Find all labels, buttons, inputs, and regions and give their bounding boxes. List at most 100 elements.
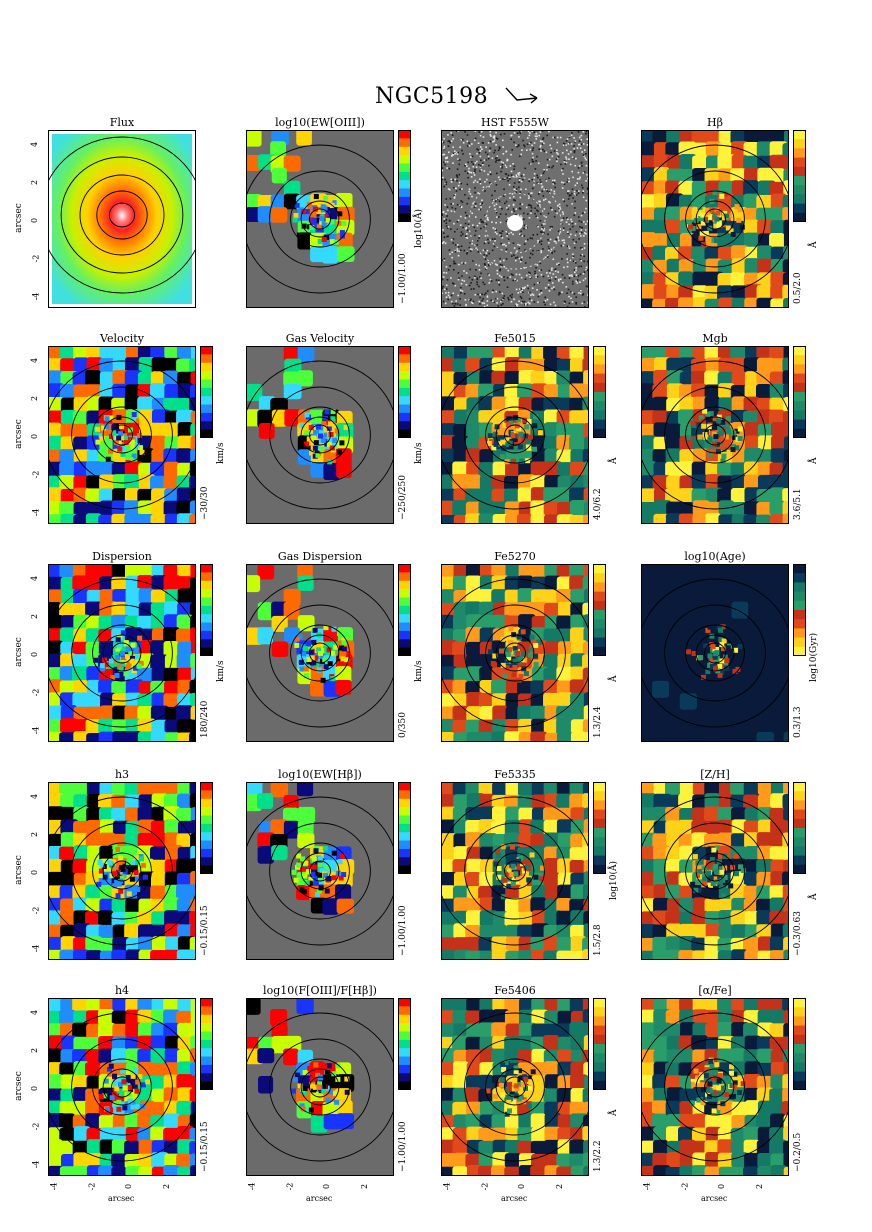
bin-tile: [756, 297, 774, 308]
hst-noise-pixel: [535, 266, 537, 269]
bin-tile: [557, 1036, 574, 1054]
center-bin: [495, 1086, 501, 1092]
bin-tile: [150, 846, 168, 864]
isophote-contour: [495, 852, 535, 890]
bin-tile: [112, 998, 130, 1012]
bin-tile: [757, 219, 775, 236]
bin-tile: [570, 627, 588, 645]
colorbar-swatch: [593, 846, 606, 857]
bin-tile: [531, 448, 549, 465]
hst-noise-pixel: [571, 188, 574, 191]
hst-noise-pixel: [493, 140, 496, 142]
bin-tile: [111, 564, 128, 581]
hst-noise-pixel: [568, 142, 571, 144]
hst-noise-pixel: [515, 303, 518, 305]
bin-tile: [717, 819, 735, 837]
bin-tile: [60, 436, 77, 453]
hst-noise-pixel: [579, 232, 581, 235]
center-bin: [727, 859, 733, 865]
hst-noise-pixel: [546, 190, 549, 192]
center-bin: [709, 436, 715, 442]
center-bin: [325, 217, 331, 223]
center-bin: [95, 426, 101, 432]
colorbar-swatch: [398, 815, 411, 825]
hst-noise-pixel: [460, 182, 463, 185]
hst-noise-pixel: [507, 174, 510, 177]
center-bin: [502, 877, 508, 883]
isophote-contour: [300, 416, 340, 454]
bin-tile: [583, 1166, 589, 1176]
bin-tile: [85, 936, 103, 952]
isophote-contour: [71, 386, 173, 484]
hst-noise-pixel: [529, 204, 531, 206]
hst-noise-pixel: [468, 144, 471, 147]
colorbar-swatch: [398, 807, 411, 816]
hst-noise-pixel: [578, 143, 580, 146]
hst-noise-pixel: [479, 296, 481, 299]
hst-noise-pixel: [500, 300, 502, 303]
hst-noise-pixel: [554, 270, 557, 272]
colorbar-swatch: [398, 171, 411, 181]
center-bin: [526, 860, 532, 866]
center-bin: [720, 458, 726, 464]
map-panel-fe5015: [441, 346, 589, 524]
colorbar-range: −0.15/0.15: [200, 1121, 210, 1172]
bin-tile: [465, 871, 481, 890]
center-bin: [107, 1071, 113, 1077]
center-bin: [514, 433, 520, 439]
bin-tile: [283, 1048, 299, 1066]
hst-noise-pixel: [538, 134, 541, 137]
center-bin: [138, 660, 144, 666]
hst-noise-pixel: [585, 266, 588, 269]
hst-noise-pixel: [580, 221, 583, 223]
center-bin: [324, 409, 330, 415]
center-bin: [524, 863, 530, 869]
center-bin: [125, 862, 131, 868]
bin-tile: [756, 514, 772, 524]
y-tick-label: -4: [31, 508, 41, 517]
center-bin: [520, 1082, 526, 1088]
bin-tile: [704, 806, 722, 822]
colorbar-frame: [398, 564, 411, 656]
bin-tile: [666, 1087, 684, 1106]
hst-noise-pixel: [456, 244, 459, 246]
hst-noise-pixel: [518, 247, 520, 250]
hst-noise-pixel: [490, 299, 492, 302]
bin-tile: [441, 1062, 457, 1078]
bin-tile: [137, 514, 155, 524]
hst-noise-pixel: [475, 269, 477, 271]
center-bin: [97, 873, 103, 879]
bin-tile: [517, 1127, 535, 1145]
hst-noise-pixel: [551, 166, 553, 169]
hst-noise-pixel: [582, 154, 585, 156]
hst-noise-pixel: [474, 234, 476, 237]
bin-tile: [98, 937, 116, 955]
center-bin: [334, 1106, 340, 1112]
center-bin: [108, 658, 114, 664]
hst-noise-pixel: [578, 238, 580, 240]
map-panel--fe-: [641, 998, 789, 1176]
bin-tile: [246, 409, 261, 427]
bin-tile: [652, 680, 670, 698]
hst-noise-pixel: [537, 295, 540, 298]
hst-noise-pixel: [546, 134, 549, 137]
center-bin: [714, 879, 720, 885]
hst-noise-pixel: [566, 292, 568, 295]
bin-tile: [782, 422, 789, 440]
bin-tile: [176, 884, 193, 900]
bin-tile: [98, 731, 116, 742]
isophote-contour: [495, 1068, 535, 1106]
bin-tile: [452, 719, 469, 735]
hst-noise-pixel: [513, 210, 516, 212]
hst-noise-pixel: [500, 232, 503, 235]
hst-noise-pixel: [572, 256, 574, 259]
hst-noise-pixel: [557, 156, 560, 158]
center-bin: [724, 658, 730, 664]
center-bin: [297, 1083, 303, 1089]
panel-title: log10(EW[OIII]): [275, 116, 365, 129]
y-tick-label: 4: [30, 1009, 40, 1016]
center-bin: [135, 859, 141, 865]
center-bin: [539, 876, 545, 882]
bin-tile: [86, 732, 102, 742]
bin-tile: [112, 731, 130, 742]
